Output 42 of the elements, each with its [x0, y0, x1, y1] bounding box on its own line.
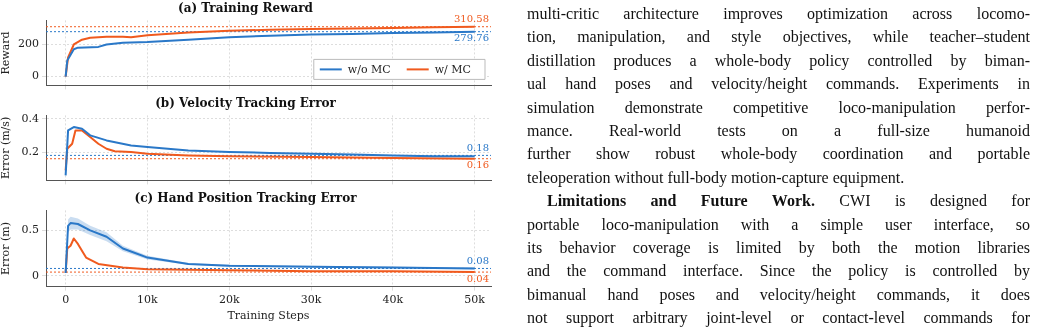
y-tick-label: 0.5: [21, 223, 39, 237]
text: not support arbitrary joint-level or contact-level commands for: [527, 309, 1030, 327]
y-axis-title: Error (m/s): [0, 116, 13, 180]
legend-label: w/ MC: [434, 63, 472, 77]
y-tick-label: 200: [18, 37, 39, 51]
y-tick-label: 0: [32, 268, 39, 282]
ref-line-label: 0.18: [466, 141, 489, 153]
text: further show robust whole-body coordination and portable: [527, 145, 1030, 163]
legend-label: w/o MC: [347, 63, 391, 77]
text: mance. Real-world tests on a full-size humanoid: [527, 122, 1030, 140]
x-tick-label: 10k: [137, 293, 159, 307]
chart-title: (c) Hand Position Tracking Error: [134, 191, 358, 206]
x-tick-label: 30k: [300, 293, 322, 307]
chart-title: (a) Training Reward: [177, 1, 314, 16]
x-tick-label: 20k: [218, 293, 240, 307]
y-tick-label: 0: [32, 69, 39, 83]
ref-line-label: 0.16: [466, 159, 489, 171]
text: Limitations and Future Work.: [547, 192, 815, 210]
x-tick-label: 0: [62, 293, 70, 307]
x-axis-title: Training Steps: [227, 309, 310, 323]
x-tick-label: 50k: [464, 293, 486, 307]
text: portable loco-manipulation with a simple user interface, so: [527, 215, 1030, 233]
y-axis-title: Reward: [0, 31, 13, 75]
ref-line-label: 0.08: [466, 255, 489, 267]
text: bimanual hand poses and velocity/height commands, it does: [527, 285, 1030, 303]
text: and the command interface. Since the policy is controlled by: [527, 262, 1030, 280]
text: simulation demonstrate competitive loco-manipulation perfor-: [527, 98, 1030, 116]
chart-title: (b) Velocity Tracking Error: [155, 96, 337, 111]
text: multi-critic architecture improves optimization across locomo-: [527, 5, 1030, 22]
text: its behavior coverage is limited by both the motion libraries: [527, 239, 1030, 257]
ref-line-label: 0.04: [466, 272, 489, 284]
y-tick-label: 0.2: [21, 144, 39, 158]
ref-line-label: 279.76: [454, 32, 489, 44]
text: teleoperation without full-body motion-capture equipment.: [527, 168, 905, 186]
text: ual hand poses and velocity/height commands. Experiments in: [527, 75, 1030, 93]
text: distillation produces a whole-body policy controlled by biman-: [527, 51, 1030, 69]
y-tick-label: 0.4: [21, 111, 39, 125]
text: tion, manipulation, and style objectives, while teacher–student: [527, 28, 1030, 46]
ref-line-label: 310.58: [454, 13, 489, 25]
x-tick-label: 40k: [382, 293, 404, 307]
text: CWI is designed for: [839, 192, 1031, 210]
y-axis-title: Error (m): [0, 222, 13, 275]
